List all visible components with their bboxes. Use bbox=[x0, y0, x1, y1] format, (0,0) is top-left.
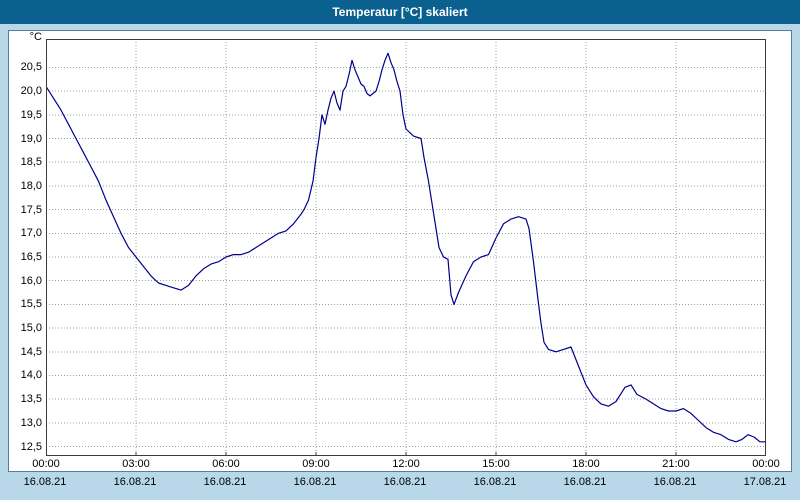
x-tick-time-label: 21:00 bbox=[662, 458, 690, 470]
x-tick-date-label: 16.08.21 bbox=[383, 476, 427, 488]
y-tick-label: 14,0 bbox=[20, 369, 42, 382]
window-title: Temperatur [°C] skaliert bbox=[332, 5, 468, 19]
y-tick-label: 20,5 bbox=[20, 61, 42, 74]
chart-panel: °C 20,5 20,0 19,5 19,0 18,5 18,0 17,5 17,0 16,5 1… bbox=[8, 30, 792, 472]
y-tick-label: 15,0 bbox=[20, 322, 42, 335]
y-tick-label: 13,5 bbox=[20, 393, 42, 406]
x-tick-time-label: 03:00 bbox=[122, 458, 150, 470]
x-tick-date-label: 16.08.21 bbox=[473, 476, 517, 488]
y-tick-label: 19,0 bbox=[20, 132, 42, 145]
y-tick-label: 14,5 bbox=[20, 345, 42, 358]
x-tick-time-label: 06:00 bbox=[212, 458, 240, 470]
x-tick-time-label: 18:00 bbox=[572, 458, 600, 470]
x-tick-date-label: 17.08.21 bbox=[743, 476, 787, 488]
x-tick-date-label: 16.08.21 bbox=[23, 476, 67, 488]
x-tick-time-label: 12:00 bbox=[392, 458, 420, 470]
x-tick-time-label: 15:00 bbox=[482, 458, 510, 470]
x-tick-date-label: 16.08.21 bbox=[563, 476, 607, 488]
temperature-series-line bbox=[46, 52, 766, 443]
x-axis-time-labels: 00:00 03:00 06:00 09:00 12:00 15:00 18:00 21:00… bbox=[32, 458, 780, 472]
x-tick-time-label: 00:00 bbox=[32, 458, 60, 470]
x-tick-time-label: 00:00 bbox=[752, 458, 780, 470]
y-tick-label: 12,5 bbox=[20, 440, 42, 453]
y-tick-label: 16,5 bbox=[20, 250, 42, 263]
window-titlebar: Temperatur [°C] skaliert bbox=[0, 0, 800, 24]
x-tick-time-label: 09:00 bbox=[302, 458, 330, 470]
y-tick-label: 19,5 bbox=[20, 108, 42, 121]
temperature-plot bbox=[46, 39, 766, 456]
x-tick-date-label: 16.08.21 bbox=[113, 476, 157, 488]
y-tick-label: 18,0 bbox=[20, 179, 42, 192]
x-tick-date-label: 16.08.21 bbox=[203, 476, 247, 488]
x-tick-date-label: 16.08.21 bbox=[293, 476, 337, 488]
y-tick-label: 16,0 bbox=[20, 274, 42, 287]
x-tick-date-label: 16.08.21 bbox=[653, 476, 697, 488]
y-tick-label: 17,5 bbox=[20, 203, 42, 216]
plot-border bbox=[46, 39, 766, 456]
y-tick-label: 17,0 bbox=[20, 227, 42, 240]
y-tick-label: 15,5 bbox=[20, 298, 42, 311]
y-tick-label: 20,0 bbox=[20, 85, 42, 98]
y-axis-unit-label: °C bbox=[29, 31, 42, 43]
y-tick-label: 13,0 bbox=[20, 416, 42, 429]
x-axis-date-labels: 16.08.21 16.08.21 16.08.21 16.08.21 16.08.21… bbox=[24, 476, 787, 490]
y-tick-label: 18,5 bbox=[20, 156, 42, 169]
